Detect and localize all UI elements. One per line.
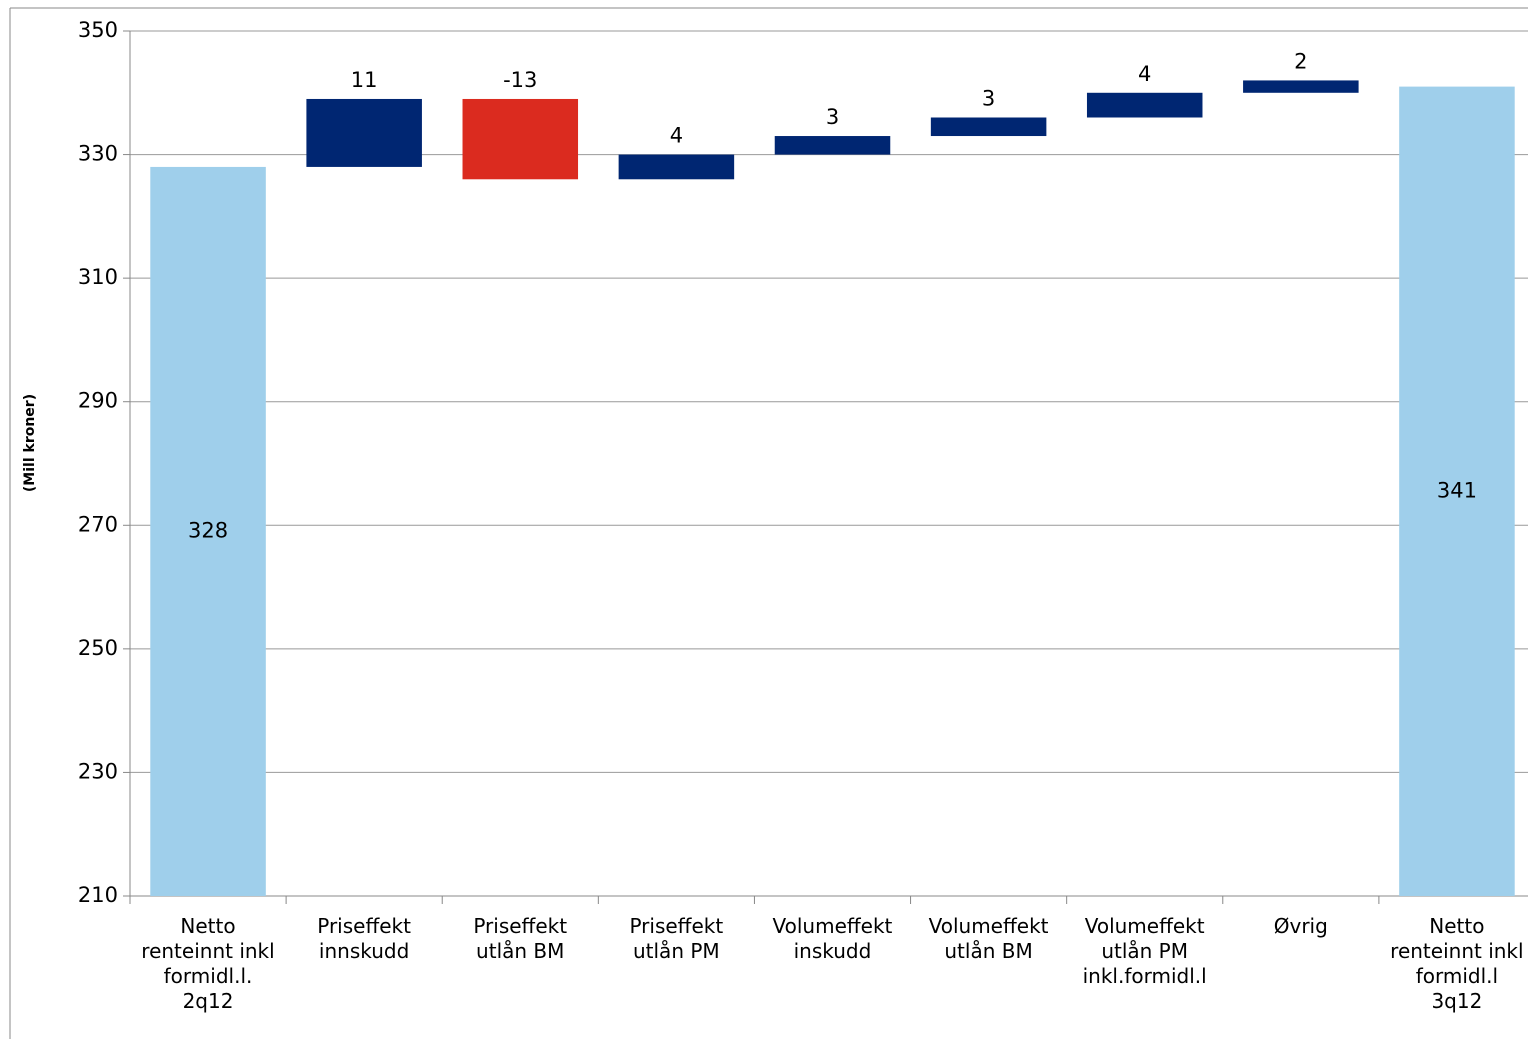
y-tick-label: 330	[78, 142, 118, 166]
data-label: 11	[351, 68, 378, 92]
x-tick-label: Netto renteinnt inkl formidl.l 3q12	[1390, 914, 1524, 1013]
bar	[1243, 80, 1359, 93]
data-label: 3	[982, 87, 995, 111]
y-tick-label: 310	[78, 265, 118, 289]
bar	[1399, 86, 1515, 897]
bar	[774, 136, 891, 155]
x-tick-label: Priseffekt innskudd	[317, 914, 411, 963]
data-label: -13	[503, 68, 537, 92]
data-label: 328	[188, 518, 228, 542]
data-label: 2	[1294, 49, 1307, 73]
y-tick-label: 270	[78, 512, 118, 536]
x-tick-label: Priseffekt utlån BM	[473, 914, 568, 963]
x-tick-label: Volumeffekt utlån BM	[928, 914, 1049, 963]
data-label: 4	[1138, 62, 1151, 86]
x-tick-label: Volumeffekt inskudd	[772, 914, 893, 963]
y-tick-label: 230	[78, 759, 118, 783]
bar	[930, 117, 1047, 137]
x-tick-label: Netto renteinnt inkl formidl.l. 2q12	[141, 914, 275, 1013]
data-label: 3	[826, 105, 839, 129]
x-tick-label: Volumeffekt utlån PM inkl.formidl.l	[1082, 914, 1207, 988]
y-tick-label: 350	[78, 18, 118, 42]
data-label: 341	[1437, 478, 1477, 502]
y-tick-label: 290	[78, 389, 118, 413]
data-label: 4	[670, 124, 683, 148]
bar	[1086, 92, 1203, 118]
bar	[150, 166, 266, 896]
bar	[462, 98, 579, 180]
x-tick-label: Øvrig	[1273, 914, 1328, 938]
y-axis-label: (Mill kroner)	[22, 394, 38, 492]
x-tick-label: Priseffekt utlån PM	[629, 914, 724, 963]
y-tick-label: 250	[78, 636, 118, 660]
bar	[306, 98, 422, 167]
bar	[618, 154, 735, 180]
y-tick-label: 210	[78, 883, 118, 907]
